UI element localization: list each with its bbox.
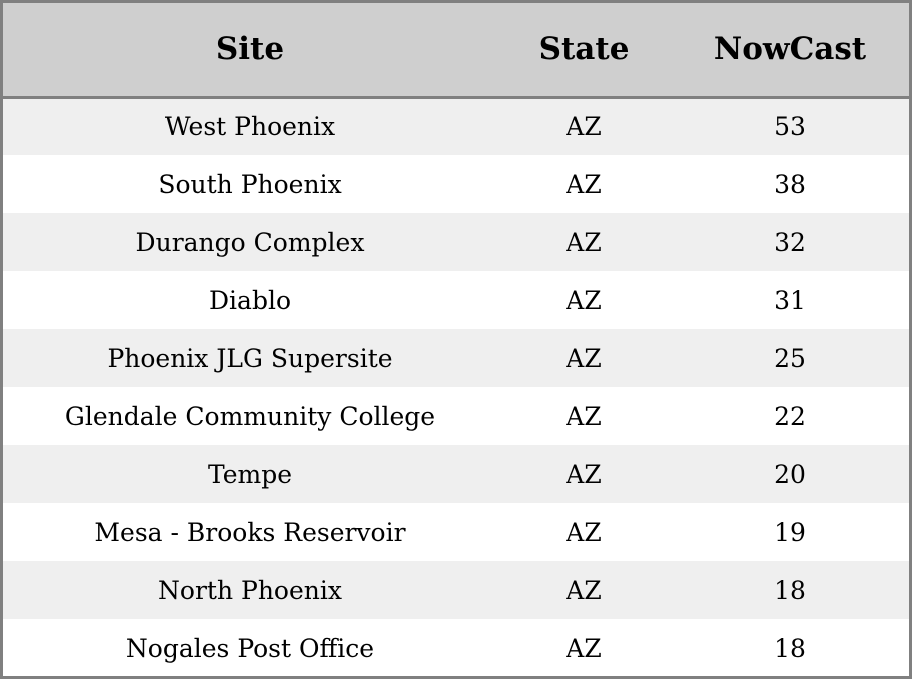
nowcast-cell: 25 <box>774 343 806 373</box>
table-row: North Phoenix AZ 18 <box>3 561 909 619</box>
table-row: Phoenix JLG Supersite AZ 25 <box>3 329 909 387</box>
table-row: West Phoenix AZ 53 <box>3 97 909 155</box>
site-cell: Phoenix JLG Supersite <box>107 343 393 373</box>
state-cell: AZ <box>566 633 602 663</box>
site-cell: Tempe <box>207 459 293 489</box>
table-body: West Phoenix AZ 53 South Phoenix AZ 38 D… <box>3 97 909 676</box>
state-cell: AZ <box>566 459 602 489</box>
state-cell: AZ <box>566 112 602 142</box>
site-cell: Glendale Community College <box>64 401 436 431</box>
table-row: South Phoenix AZ 38 <box>3 155 909 213</box>
nowcast-cell: 38 <box>774 169 806 199</box>
state-cell: AZ <box>566 517 602 547</box>
table-row: Diablo AZ 31 <box>3 271 909 329</box>
column-header-site[interactable]: Site <box>3 3 497 99</box>
nowcast-cell: 19 <box>774 517 806 547</box>
site-cell: West Phoenix <box>164 112 336 142</box>
site-cell: Nogales Post Office <box>125 633 375 663</box>
nowcast-cell: 18 <box>774 575 806 605</box>
site-cell: Durango Complex <box>135 227 365 257</box>
header-row: Site State NowCast <box>3 3 909 99</box>
site-cell: Mesa - Brooks Reservoir <box>94 517 406 547</box>
state-cell: AZ <box>566 401 602 431</box>
nowcast-cell: 31 <box>774 285 806 315</box>
state-cell: AZ <box>566 285 602 315</box>
site-cell: North Phoenix <box>158 575 342 605</box>
nowcast-table: Site State NowCast West Phoenix AZ 53 So… <box>3 3 909 676</box>
nowcast-cell: 32 <box>774 227 806 257</box>
state-cell: AZ <box>566 343 602 373</box>
state-cell: AZ <box>566 227 602 257</box>
table-row: Mesa - Brooks Reservoir AZ 19 <box>3 503 909 561</box>
table-header: Site State NowCast <box>3 3 909 99</box>
site-cell: South Phoenix <box>158 169 342 199</box>
nowcast-cell: 22 <box>774 401 806 431</box>
table-row: Durango Complex AZ 32 <box>3 213 909 271</box>
table-row: Nogales Post Office AZ 18 <box>3 619 909 676</box>
site-cell: Diablo <box>209 285 291 315</box>
column-header-nowcast[interactable]: NowCast <box>671 3 909 99</box>
state-cell: AZ <box>566 575 602 605</box>
nowcast-cell: 53 <box>774 112 806 142</box>
table-row: Glendale Community College AZ 22 <box>3 387 909 445</box>
table-row: Tempe AZ 20 <box>3 445 909 503</box>
column-header-state[interactable]: State <box>497 3 671 99</box>
nowcast-cell: 20 <box>774 459 806 489</box>
nowcast-cell: 18 <box>774 633 806 663</box>
state-cell: AZ <box>566 169 602 199</box>
